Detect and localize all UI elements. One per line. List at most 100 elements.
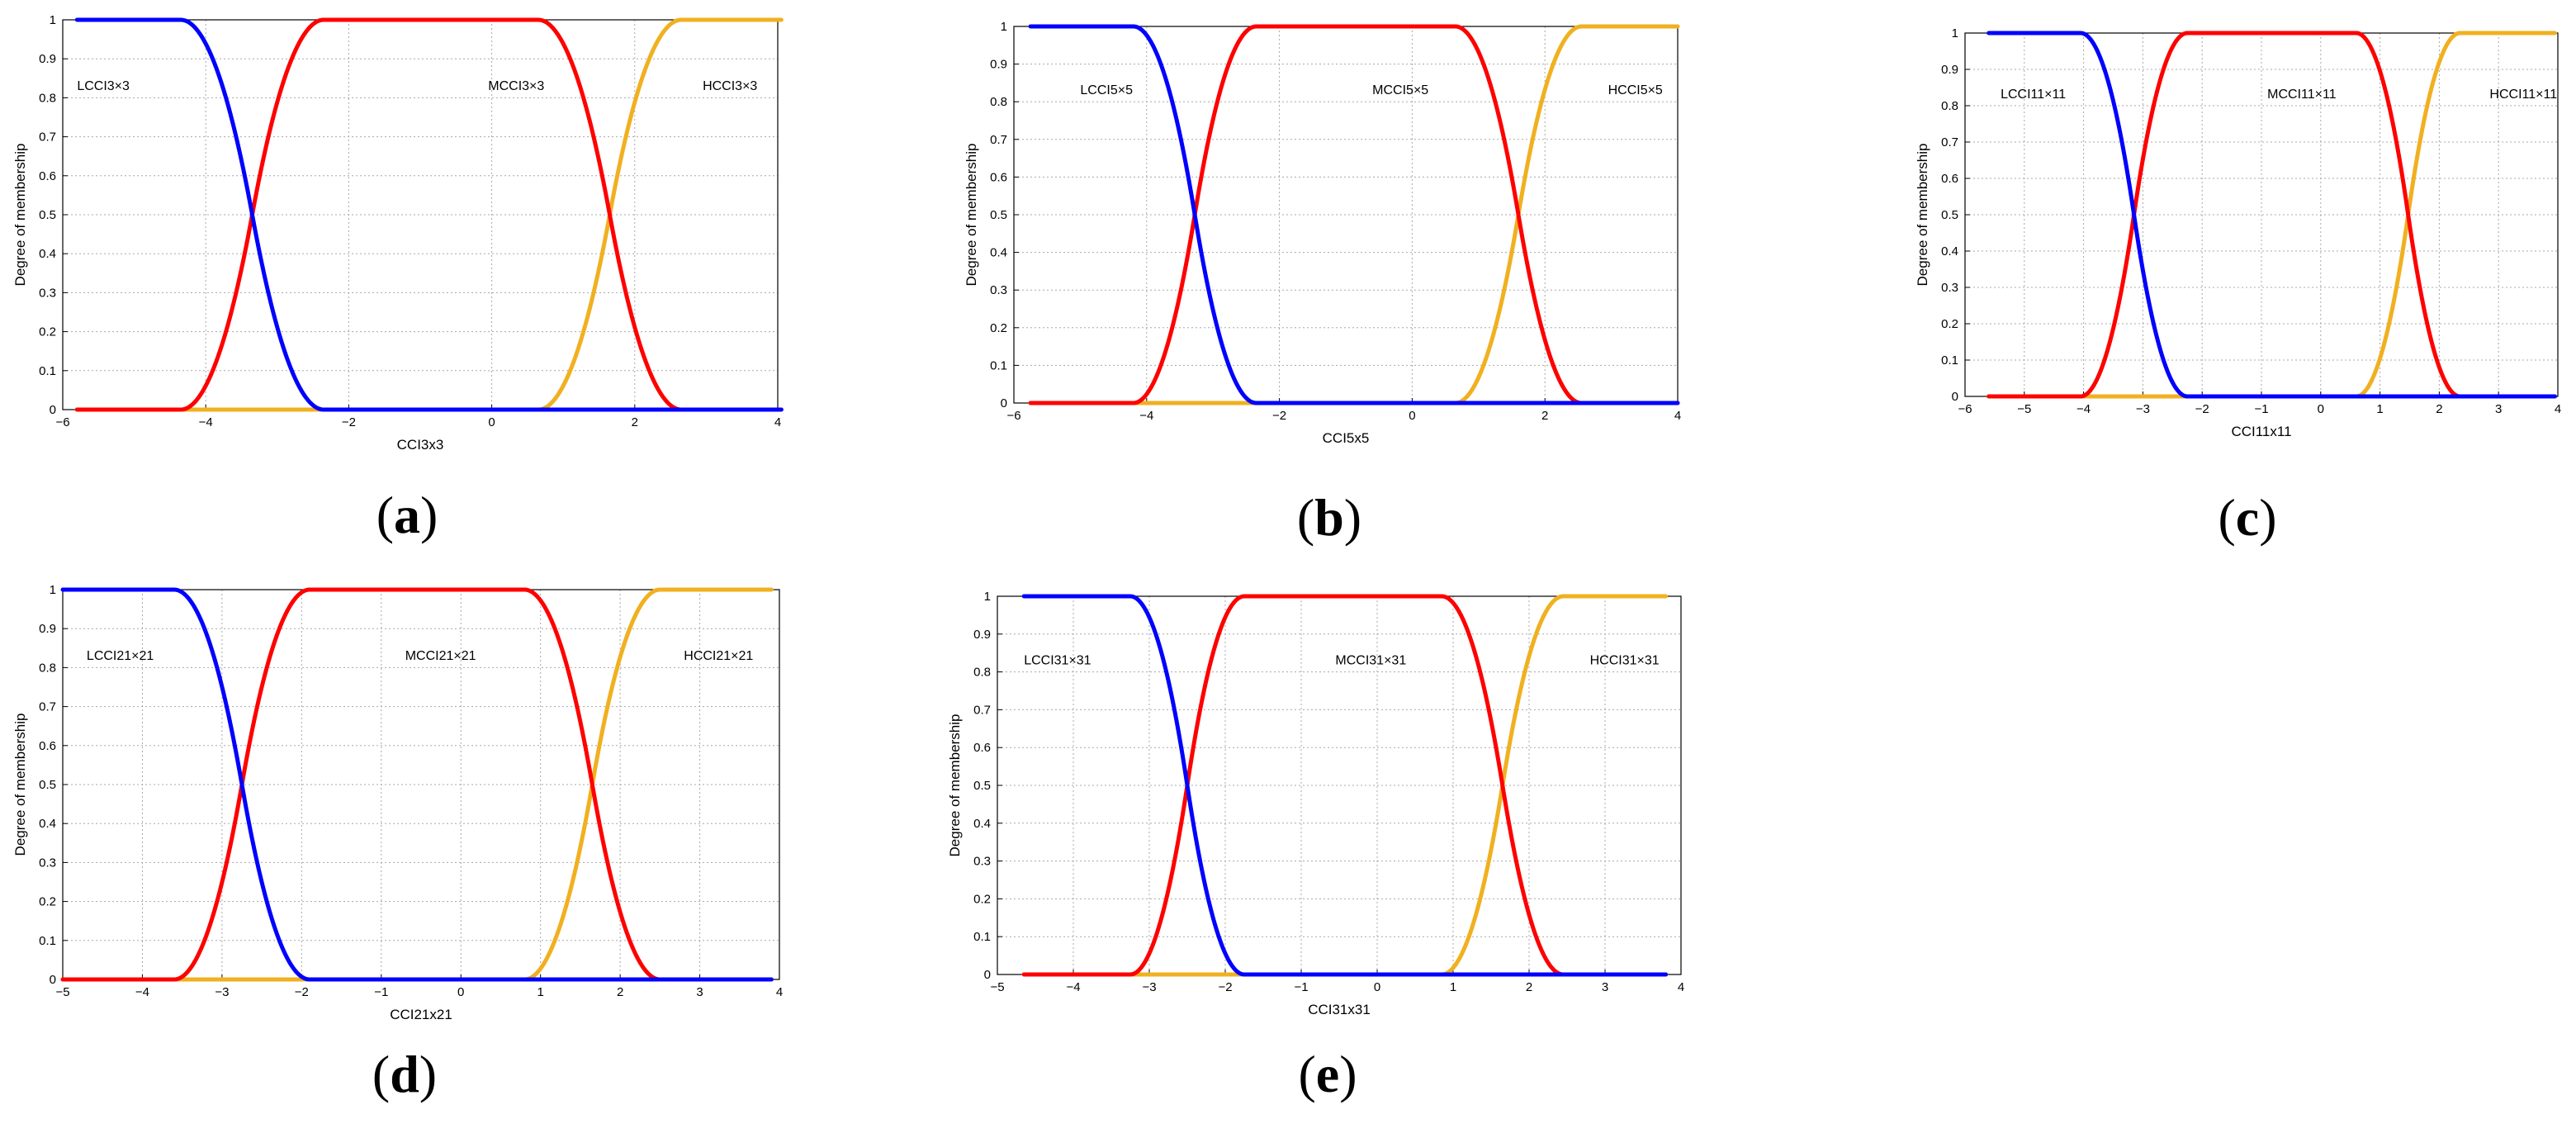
y-tick-label: 0 xyxy=(1001,396,1007,410)
x-tick-label: 0 xyxy=(2318,402,2324,416)
plot-area xyxy=(63,590,779,979)
series-label: MCCI3×3 xyxy=(488,79,544,93)
x-tick-label: 4 xyxy=(776,985,783,999)
x-tick-label: −2 xyxy=(1272,409,1286,423)
x-tick-label: 0 xyxy=(1374,980,1380,994)
y-tick-label: 0.8 xyxy=(39,661,56,675)
x-axis-label: CCI5x5 xyxy=(1323,430,1370,446)
y-tick-label: 0.2 xyxy=(1941,317,1958,331)
panel-letter: (d) xyxy=(372,1045,437,1103)
panel-letter: (b) xyxy=(1297,488,1361,547)
panel-letter-text: b xyxy=(1314,488,1344,547)
y-tick-label: 0.5 xyxy=(973,779,991,793)
x-tick-label: −4 xyxy=(199,415,213,429)
x-tick-label: −4 xyxy=(1139,409,1153,423)
x-tick-label: 2 xyxy=(2436,402,2442,416)
series-label: LCCI3×3 xyxy=(77,79,130,93)
y-tick-label: 0.9 xyxy=(990,58,1007,72)
y-tick-label: 0.7 xyxy=(990,133,1007,147)
x-tick-label: −4 xyxy=(1066,980,1080,994)
panel-letter-text: c xyxy=(2236,488,2259,547)
y-tick-label: 0.6 xyxy=(1941,172,1958,186)
y-tick-label: 0.8 xyxy=(39,91,56,105)
panel-letter-text: d xyxy=(390,1045,419,1103)
y-tick-label: 0.1 xyxy=(1941,353,1958,367)
y-tick-label: 0.5 xyxy=(39,208,56,222)
series-label: MCCI5×5 xyxy=(1372,83,1428,97)
x-tick-label: 1 xyxy=(537,985,543,999)
x-tick-label: −5 xyxy=(2017,402,2031,416)
y-tick-label: 0.7 xyxy=(39,130,56,145)
series-line-pi-a xyxy=(74,17,784,412)
series-line-pi-b xyxy=(1028,24,1680,405)
x-tick-label: −2 xyxy=(1218,980,1232,994)
y-tick-label: 0.6 xyxy=(990,170,1007,184)
x-tick-label: −2 xyxy=(295,985,309,999)
y-tick-label: 0.3 xyxy=(973,855,991,869)
y-tick-label: 0.8 xyxy=(990,95,1007,109)
x-tick-label: 4 xyxy=(1678,980,1684,994)
series-label: HCCI31×31 xyxy=(1590,653,1660,667)
y-tick-label: 0.5 xyxy=(1941,208,1958,222)
x-tick-label: 2 xyxy=(1541,409,1548,423)
y-tick-label: 0 xyxy=(50,403,56,417)
x-tick-label: −5 xyxy=(990,980,1004,994)
y-tick-label: 0.2 xyxy=(973,892,991,906)
y-axis-label: Degree of membership xyxy=(964,144,979,287)
x-tick-label: −6 xyxy=(1006,409,1020,423)
x-tick-label: 3 xyxy=(696,985,703,999)
y-tick-label: 0.8 xyxy=(973,666,991,680)
y-tick-label: 0.4 xyxy=(39,817,56,831)
x-tick-label: 0 xyxy=(488,415,495,429)
y-tick-label: 0.1 xyxy=(973,930,991,944)
series-label: MCCI21×21 xyxy=(405,649,476,663)
y-tick-label: 0.9 xyxy=(973,628,991,642)
x-tick-label: 1 xyxy=(2376,402,2383,416)
chart-panel-e: −5 −4 −3 −2 −1 0 1 2 3 4 0 0.1 0.2 0.3 0.4 0.5 0.6 0.7 0.8… xyxy=(947,590,1684,1103)
y-axis-label: Degree of membership xyxy=(12,714,28,856)
series-label: HCCI21×21 xyxy=(684,649,753,663)
x-tick-label: −1 xyxy=(374,985,388,999)
series-line-z-c xyxy=(1986,31,2557,399)
y-tick-label: 0 xyxy=(50,973,56,987)
x-tick-label: 3 xyxy=(1602,980,1608,994)
y-tick-label: 0.2 xyxy=(39,895,56,909)
y-tick-label: 0.4 xyxy=(39,247,56,261)
x-axis-label: CCI3x3 xyxy=(397,437,444,453)
x-tick-label: −6 xyxy=(55,415,69,429)
y-tick-label: 0.3 xyxy=(39,856,56,870)
x-tick-label: 4 xyxy=(1674,409,1681,423)
chart-panel-b: −6 −4 −2 0 2 4 0 0.1 0.2 0.3 0.4 0.5 0.6 0.7 0.8 0.9 1 CC… xyxy=(964,20,1681,547)
series-label: MCCI31×31 xyxy=(1335,653,1406,667)
y-tick-label: 0.4 xyxy=(1941,244,1958,258)
x-tick-label: −3 xyxy=(1142,980,1156,994)
y-tick-label: 1 xyxy=(984,590,991,604)
y-tick-label: 0.7 xyxy=(39,700,56,714)
chart-panel-a: −6 −4 −2 0 2 4 0 0.1 0.2 0.3 0.4 0.5 0.6 0.7 0.8 0.9 1 CC… xyxy=(12,13,784,544)
y-tick-label: 0 xyxy=(984,968,991,982)
x-axis-label: CCI11x11 xyxy=(2231,424,2291,439)
x-tick-label: −4 xyxy=(2076,402,2091,416)
y-tick-label: 0.1 xyxy=(990,358,1007,372)
panel-letter-text: a xyxy=(394,486,420,544)
x-tick-label: −1 xyxy=(2254,402,2268,416)
series-label: HCCI11×11 xyxy=(2489,88,2557,102)
y-tick-label: 0.1 xyxy=(39,934,56,948)
y-axis-label: Degree of membership xyxy=(12,144,28,287)
series-label: LCCI21×21 xyxy=(87,649,154,663)
x-tick-label: −4 xyxy=(135,985,149,999)
y-tick-label: 0.4 xyxy=(973,817,991,831)
x-tick-label: −3 xyxy=(215,985,229,999)
y-tick-label: 1 xyxy=(50,583,56,597)
y-tick-label: 0.6 xyxy=(39,739,56,753)
x-tick-label: −2 xyxy=(2195,402,2209,416)
y-tick-label: 0.7 xyxy=(1941,135,1958,149)
x-axis-label: CCI21x21 xyxy=(390,1007,452,1022)
y-tick-label: 0.2 xyxy=(990,321,1007,335)
x-tick-label: 4 xyxy=(2555,402,2561,416)
panel-letter: (e) xyxy=(1298,1045,1357,1103)
x-tick-label: 2 xyxy=(1526,980,1532,994)
y-tick-label: 0 xyxy=(1952,390,1958,404)
x-tick-label: −5 xyxy=(55,985,69,999)
y-tick-label: 1 xyxy=(50,13,56,27)
